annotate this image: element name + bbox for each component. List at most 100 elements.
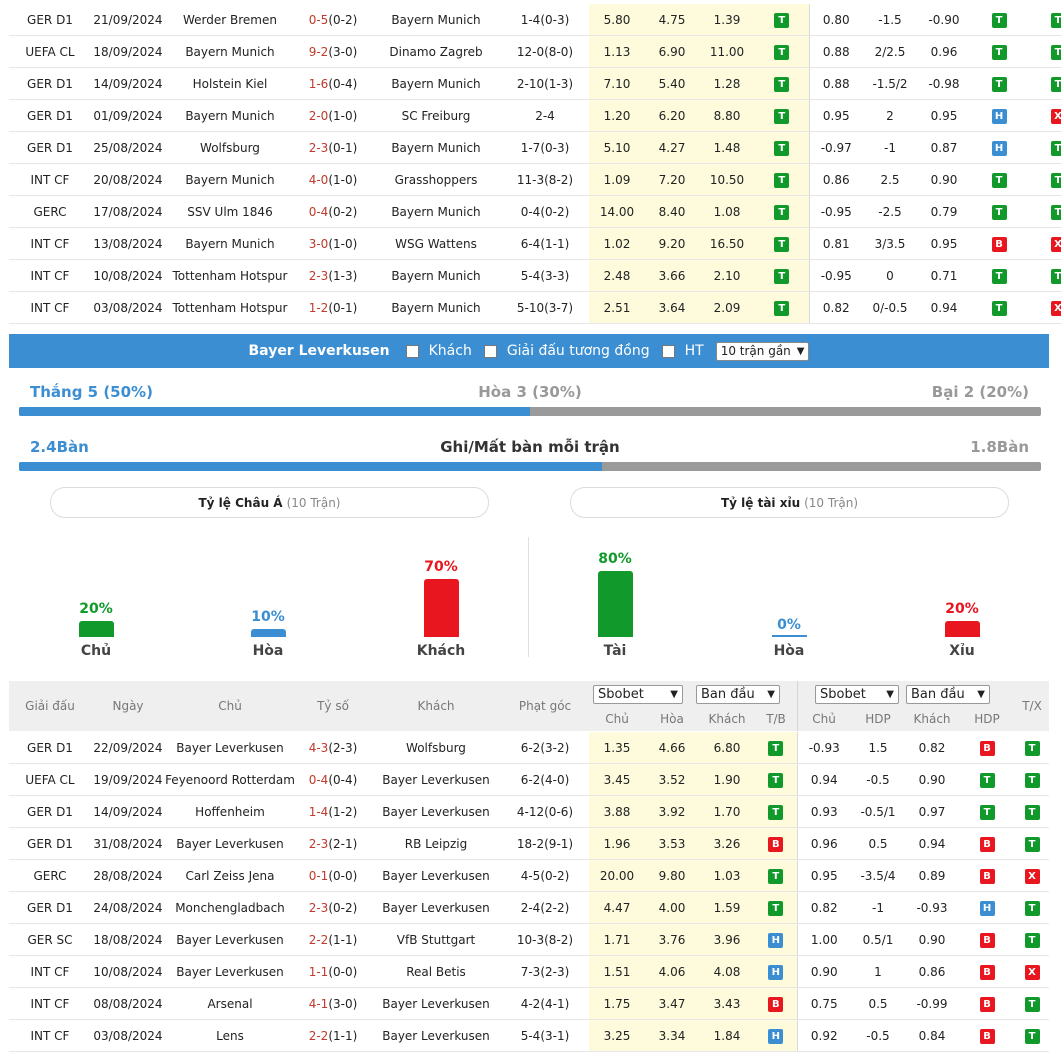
away-team-cell[interactable]: Bayern Munich	[371, 131, 501, 164]
away-odds-cell: 1.84	[699, 1019, 755, 1052]
result-badge: T	[1050, 76, 1061, 92]
away-team-cell[interactable]: Bayer Leverkusen	[371, 891, 501, 924]
away-checkbox[interactable]	[405, 344, 419, 358]
tb-result-cell: T	[755, 732, 798, 764]
away-hdp-odds-cell: -0.99	[905, 987, 959, 1020]
half-time-score: (0-2)	[328, 12, 358, 27]
result-badge: H	[991, 108, 1007, 124]
ht-checkbox[interactable]	[661, 344, 675, 358]
home-team-cell: Werder Bremen	[165, 4, 295, 36]
filter-bar: Bayer Leverkusen Khách Giải đấu tương đồ…	[9, 334, 1049, 368]
away-team-cell[interactable]: Bayer Leverkusen	[371, 859, 501, 892]
bookmaker-select-1[interactable]: Sbobet ▼	[593, 685, 683, 704]
draw-odds-cell: 3.34	[645, 1019, 699, 1052]
away-hdp-odds-cell: 0.95	[917, 99, 971, 132]
chevron-down-icon: ▼	[767, 689, 775, 700]
ht-checkbox-label: HT	[684, 343, 704, 359]
tx-result-cell: X	[1027, 99, 1061, 132]
home-team-cell[interactable]: Bayer Leverkusen	[165, 827, 295, 860]
half-time-score: (0-4)	[328, 772, 358, 787]
odds-type-select-2[interactable]: Ban đầu ▼	[906, 685, 990, 704]
col-away: Khách	[417, 699, 455, 713]
away-hdp-odds-cell: 0.82	[905, 732, 959, 764]
match-range-select[interactable]: 10 trận gần ▼	[715, 341, 810, 361]
away-team-cell[interactable]: Bayer Leverkusen	[371, 795, 501, 828]
home-team-cell[interactable]: Bayern Munich	[165, 99, 295, 132]
home-odds-cell: 1.71	[589, 923, 645, 956]
home-team-cell: Tottenham Hotspur	[165, 291, 295, 324]
home-hdp-odds-cell: 0.90	[797, 955, 851, 988]
home-hdp-odds-cell: 0.92	[797, 1019, 851, 1052]
chart-value-label: 10%	[251, 608, 285, 625]
chart-category-label: Chủ	[80, 643, 112, 659]
home-team-cell: Carl Zeiss Jena	[165, 859, 295, 892]
table-row: GER D1 14/09/2024 Holstein Kiel 1-6(0-4) Bay…	[9, 67, 1061, 100]
col-home-hdp-odds: Chủ	[812, 712, 836, 726]
away-hdp-odds-cell: 0.89	[905, 859, 959, 892]
goals-for-fill	[19, 462, 602, 471]
result-badge: T	[768, 868, 784, 884]
away-team-cell[interactable]: Bayern Munich	[371, 195, 501, 228]
home-team-cell: Feyenoord Rotterdam	[165, 763, 295, 796]
tb-result-cell: T	[755, 795, 798, 828]
hdp-cell: 1.5	[851, 732, 905, 764]
corner-cell: 5-10(3-7)	[501, 291, 589, 324]
home-team-cell[interactable]: Bayern Munich	[165, 227, 295, 260]
goals-for-label: 2.4Bàn	[30, 438, 89, 456]
home-odds-cell: 4.47	[589, 891, 645, 924]
hdp-cell: -0.5	[851, 1019, 905, 1052]
half-time-score: (1-1)	[328, 932, 358, 947]
away-hdp-odds-cell: 0.94	[905, 827, 959, 860]
odds-type-select-1[interactable]: Ban đầu ▼	[696, 685, 780, 704]
away-team-cell[interactable]: Bayern Munich	[371, 291, 501, 324]
home-odds-cell: 2.48	[589, 259, 645, 292]
draw-odds-cell: 3.66	[645, 259, 699, 292]
away-odds-cell: 1.59	[699, 891, 755, 924]
away-team-cell[interactable]: Bayern Munich	[371, 67, 501, 100]
draw-odds-cell: 3.76	[645, 923, 699, 956]
half-time-score: (0-0)	[328, 868, 358, 883]
away-team-cell[interactable]: Bayer Leverkusen	[371, 763, 501, 796]
result-badge: T	[1024, 996, 1040, 1012]
odds-type-select-2-value: Ban đầu	[911, 687, 965, 702]
over-under-panel-title: Tỷ lệ tài xỉu (10 Trận)	[570, 487, 1009, 518]
tx-result-cell: T	[1015, 923, 1049, 956]
home-team-cell[interactable]: Bayer Leverkusen	[165, 923, 295, 956]
hdp-cell: 0/-0.5	[863, 291, 917, 324]
corner-cell: 4-12(0-6)	[501, 795, 589, 828]
result-badge: T	[768, 772, 784, 788]
home-team-cell[interactable]: Bayer Leverkusen	[165, 732, 295, 764]
league-cell: GER D1	[9, 891, 91, 924]
tx-result-cell: X	[1015, 955, 1049, 988]
full-time-score: 4-3	[308, 740, 329, 755]
away-team-cell[interactable]: Bayern Munich	[371, 259, 501, 292]
tx-result-cell: T	[1015, 763, 1049, 796]
league-cell: INT CF	[9, 987, 91, 1020]
result-badge: T	[1024, 772, 1040, 788]
away-team-cell: Dinamo Zagreb	[371, 35, 501, 68]
date-cell: 28/08/2024	[91, 859, 165, 892]
away-team-cell[interactable]: Bayer Leverkusen	[371, 1019, 501, 1052]
table-row: GERC 28/08/2024 Carl Zeiss Jena 0-1(0-0) Bay…	[9, 859, 1049, 892]
tx-result-cell: T	[1027, 195, 1061, 228]
same-league-checkbox[interactable]	[483, 344, 497, 358]
panel-divider	[528, 537, 529, 657]
home-team-cell[interactable]: Bayern Munich	[165, 35, 295, 68]
home-team-cell[interactable]: Bayern Munich	[165, 163, 295, 196]
result-badge: T	[774, 140, 790, 156]
tb-result-cell: T	[755, 99, 810, 132]
result-badge: X	[1050, 300, 1061, 316]
result-badge: H	[768, 964, 784, 980]
col-tb: T/B	[766, 712, 786, 726]
away-hdp-odds-cell: 0.86	[905, 955, 959, 988]
home-team-cell[interactable]: Bayer Leverkusen	[165, 955, 295, 988]
hdp-result-cell: B	[959, 732, 1015, 764]
date-cell: 01/09/2024	[91, 99, 165, 132]
away-team-cell[interactable]: Bayer Leverkusen	[371, 987, 501, 1020]
date-cell: 08/08/2024	[91, 987, 165, 1020]
tb-result-cell: H	[755, 1019, 798, 1052]
bookmaker-select-2[interactable]: Sbobet ▼	[815, 685, 899, 704]
away-team-cell[interactable]: Bayern Munich	[371, 4, 501, 36]
hdp-result-cell: B	[959, 859, 1015, 892]
result-badge: T	[768, 900, 784, 916]
